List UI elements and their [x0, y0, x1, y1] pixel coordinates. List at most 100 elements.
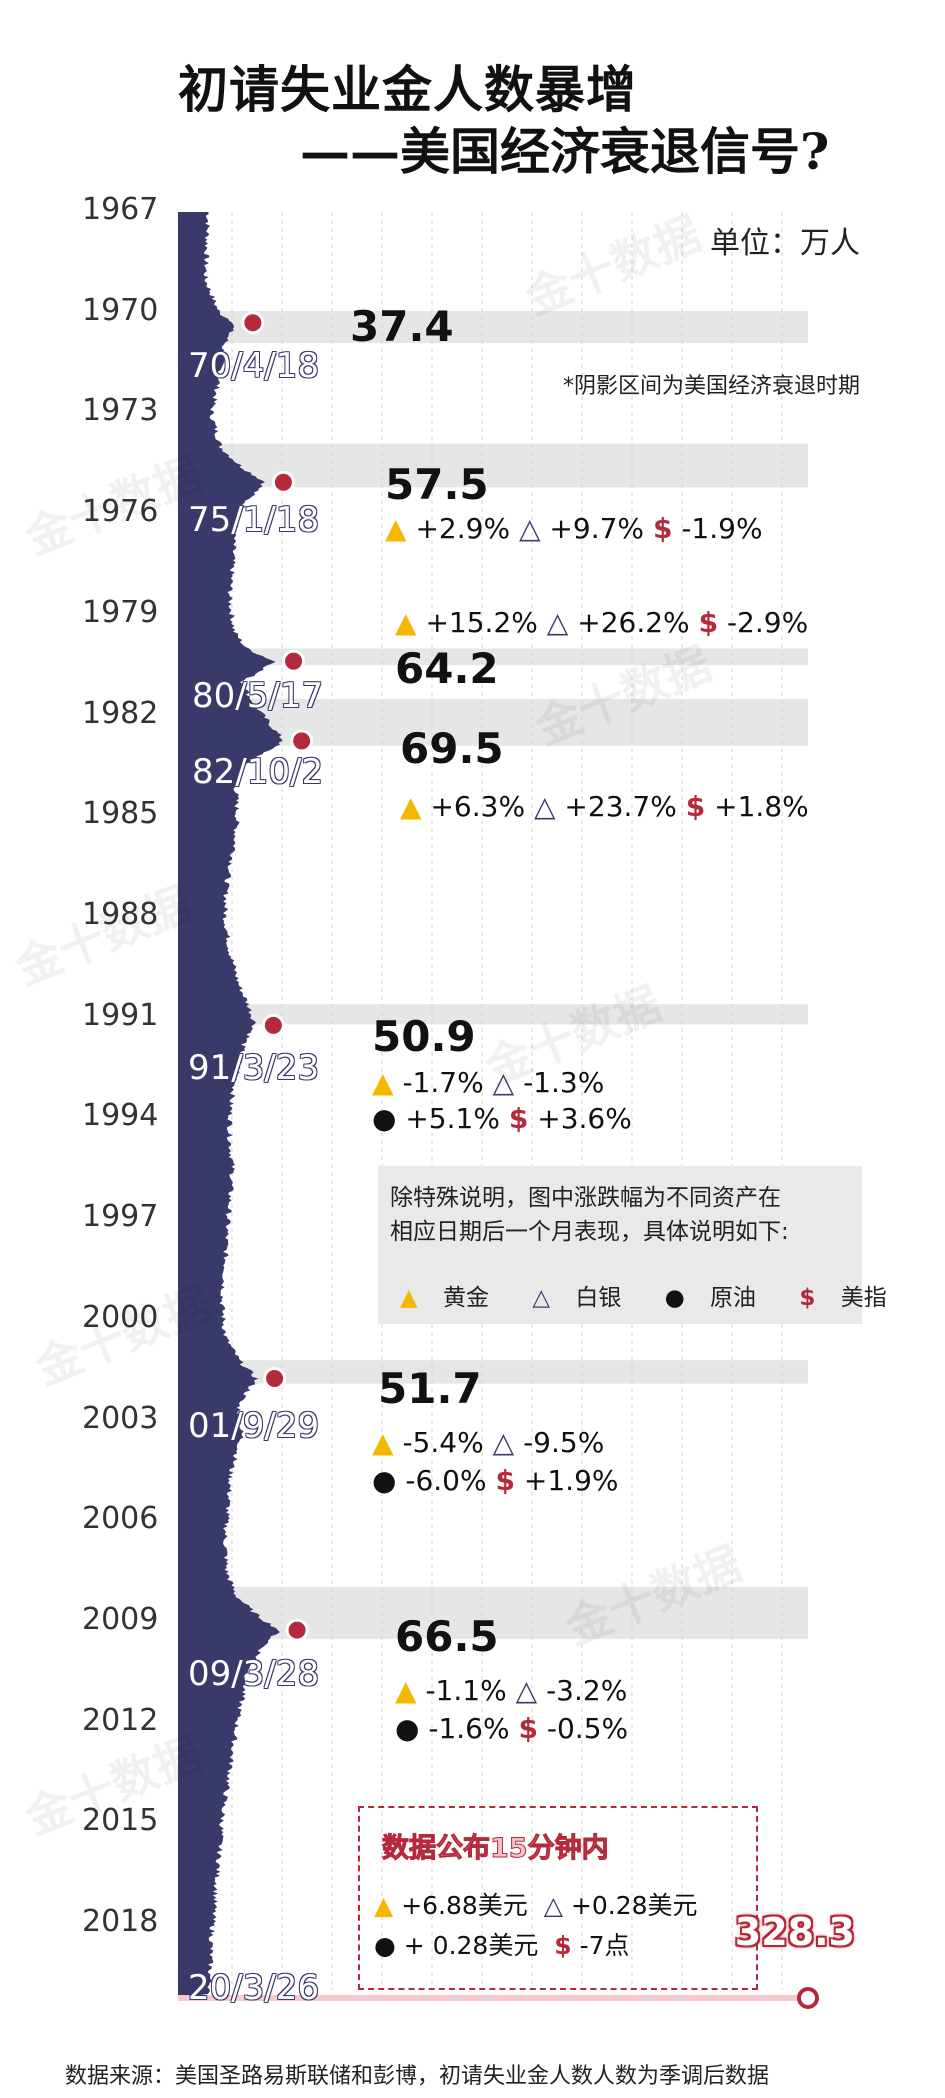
gold-change: -1.7% — [402, 1066, 484, 1099]
event-value: 64.2 — [395, 644, 499, 693]
event-value: 69.5 — [400, 724, 504, 773]
y-tick-label: 1997 — [82, 1199, 159, 1235]
silver-bar-icon: △ — [533, 790, 556, 823]
silver-change: +26.2% — [577, 606, 690, 639]
silver-bar-icon: △ — [492, 1426, 515, 1459]
event-date: 75/1/18 — [188, 500, 320, 540]
recession-note: *阴影区间为美国经济衰退时期 — [562, 374, 860, 399]
event-assets: ▲ -1.1% △ -3.2% — [395, 1674, 627, 1707]
usd-change: -1.9% — [681, 512, 763, 545]
silver-change: +9.7% — [549, 512, 645, 545]
recession-band — [178, 311, 808, 343]
unit-label: 单位：万人 — [710, 226, 860, 261]
event-date: 70/4/18 — [188, 346, 320, 386]
gold-bar-icon: ▲ — [372, 1066, 394, 1099]
silver-change: -3.2% — [546, 1674, 628, 1707]
dollar-icon: $ — [685, 790, 706, 823]
y-tick-label: 1988 — [82, 897, 159, 932]
live-gold: +6.88美元 — [401, 1891, 528, 1920]
y-tick-label: 2015 — [82, 1803, 159, 1839]
y-tick-label: 2000 — [82, 1299, 159, 1335]
recession-band — [178, 1586, 808, 1639]
event-assets: ▲ +6.3% △ +23.7% $ +1.8% — [400, 790, 809, 823]
y-tick-label: 1979 — [82, 594, 159, 630]
highlight-marker — [797, 1987, 819, 2009]
gold-bar-icon: ▲ — [395, 1674, 417, 1707]
recession-band — [178, 648, 808, 666]
event-date: 91/3/23 — [188, 1048, 320, 1088]
oil-change: -6.0% — [405, 1464, 487, 1497]
silver-change: +23.7% — [564, 790, 677, 823]
y-tick-label: 2018 — [82, 1904, 159, 1940]
y-tick-label: 1985 — [82, 796, 159, 832]
silver-bar-icon: △ — [515, 1674, 538, 1707]
usd-change: -0.5% — [546, 1712, 629, 1745]
y-tick-label: 1991 — [82, 997, 159, 1033]
gold-change: +6.3% — [430, 790, 526, 823]
event-assets: ● -6.0% $ +1.9% — [372, 1464, 619, 1497]
highlight-marker — [263, 1366, 287, 1390]
y-tick-label: 1967 — [82, 192, 159, 227]
chart-title-line1: 初请失业金人数暴增 — [178, 60, 637, 119]
y-tick-label: 2009 — [82, 1602, 159, 1637]
event-assets: ▲ -1.7% △ -1.3% — [372, 1066, 604, 1099]
dollar-icon: $ — [508, 1102, 529, 1135]
event-assets: ● -1.6% $ -0.5% — [395, 1712, 628, 1745]
live-line1: ▲ +6.88美元 △ +0.28美元 — [374, 1886, 698, 1922]
dollar-icon: $ — [554, 1931, 572, 1960]
highlight-marker — [282, 649, 306, 673]
oil-change: +5.1% — [405, 1102, 500, 1135]
oil-drop-icon: ● — [664, 1285, 685, 1311]
legend-silver: 白银 — [575, 1285, 622, 1311]
event-assets: ● +5.1% $ +3.6% — [372, 1102, 632, 1135]
live-oil: + 0.28美元 — [403, 1931, 539, 1960]
silver-change: -1.3% — [523, 1066, 605, 1099]
event-value: 57.5 — [385, 460, 489, 509]
gold-bar-icon: ▲ — [400, 1285, 418, 1311]
event-date: 82/10/2 — [192, 752, 324, 792]
legend-gold: 黄金 — [443, 1285, 490, 1311]
dollar-icon: $ — [518, 1712, 538, 1745]
silver-bar-icon: △ — [543, 1891, 563, 1920]
y-tick-label: 1994 — [82, 1098, 159, 1134]
legend-usd: 美指 — [840, 1285, 887, 1311]
oil-drop-icon: ● — [372, 1102, 397, 1135]
event-date: 80/5/17 — [192, 676, 324, 716]
gold-bar-icon: ▲ — [395, 606, 417, 639]
event-value: 37.4 — [350, 302, 454, 351]
info-line2: 相应日期后一个月表现，具体说明如下: — [390, 1219, 789, 1245]
source-note: 数据来源：美国圣路易斯联储和彭博，初请失业金人数人数为季调后数据 — [65, 2064, 770, 2089]
silver-bar-icon: △ — [492, 1066, 515, 1099]
y-tick-label: 1973 — [82, 393, 159, 429]
dollar-icon: $ — [652, 512, 673, 545]
gold-change: -1.1% — [425, 1674, 507, 1707]
info-line1: 除特殊说明，图中涨跌幅为不同资产在 — [390, 1185, 781, 1211]
event-value: 66.5 — [395, 1612, 499, 1661]
y-tick-label: 1976 — [82, 494, 159, 530]
recession-band — [178, 1360, 808, 1384]
event-date: 09/3/28 — [188, 1654, 320, 1694]
gold-bar-icon: ▲ — [385, 512, 407, 545]
usd-change: -2.9% — [726, 606, 809, 639]
live-reaction-box: 数据公布15分钟内 ▲ +6.88美元 △ +0.28美元 ● + 0.28美元… — [358, 1806, 758, 1990]
latest-value: 328.3 — [734, 1910, 855, 1954]
y-tick-label: 2012 — [82, 1702, 159, 1738]
usd-change: +3.6% — [537, 1102, 632, 1135]
dollar-icon: $ — [698, 606, 719, 639]
y-tick-label: 1982 — [82, 695, 159, 731]
y-tick-label: 2003 — [82, 1400, 159, 1436]
event-assets: ▲ +2.9% △ +9.7% $ -1.9% — [385, 512, 763, 545]
usd-change: +1.8% — [714, 790, 809, 823]
oil-drop-icon: ● — [395, 1712, 420, 1745]
info-box: 除特殊说明，图中涨跌幅为不同资产在 相应日期后一个月表现，具体说明如下: ▲ 黄… — [378, 1166, 887, 1324]
gold-change: +15.2% — [425, 606, 538, 639]
oil-drop-icon: ● — [374, 1931, 396, 1960]
live-usd: -7点 — [579, 1931, 630, 1960]
claims-area — [178, 212, 283, 1998]
latest-date: 20/3/26 — [188, 1968, 320, 2008]
highlight-marker — [285, 1618, 309, 1642]
highlight-marker — [241, 311, 265, 335]
highlight-marker — [290, 729, 314, 753]
event-date: 01/9/29 — [188, 1406, 320, 1446]
live-silver: +0.28美元 — [570, 1891, 698, 1920]
